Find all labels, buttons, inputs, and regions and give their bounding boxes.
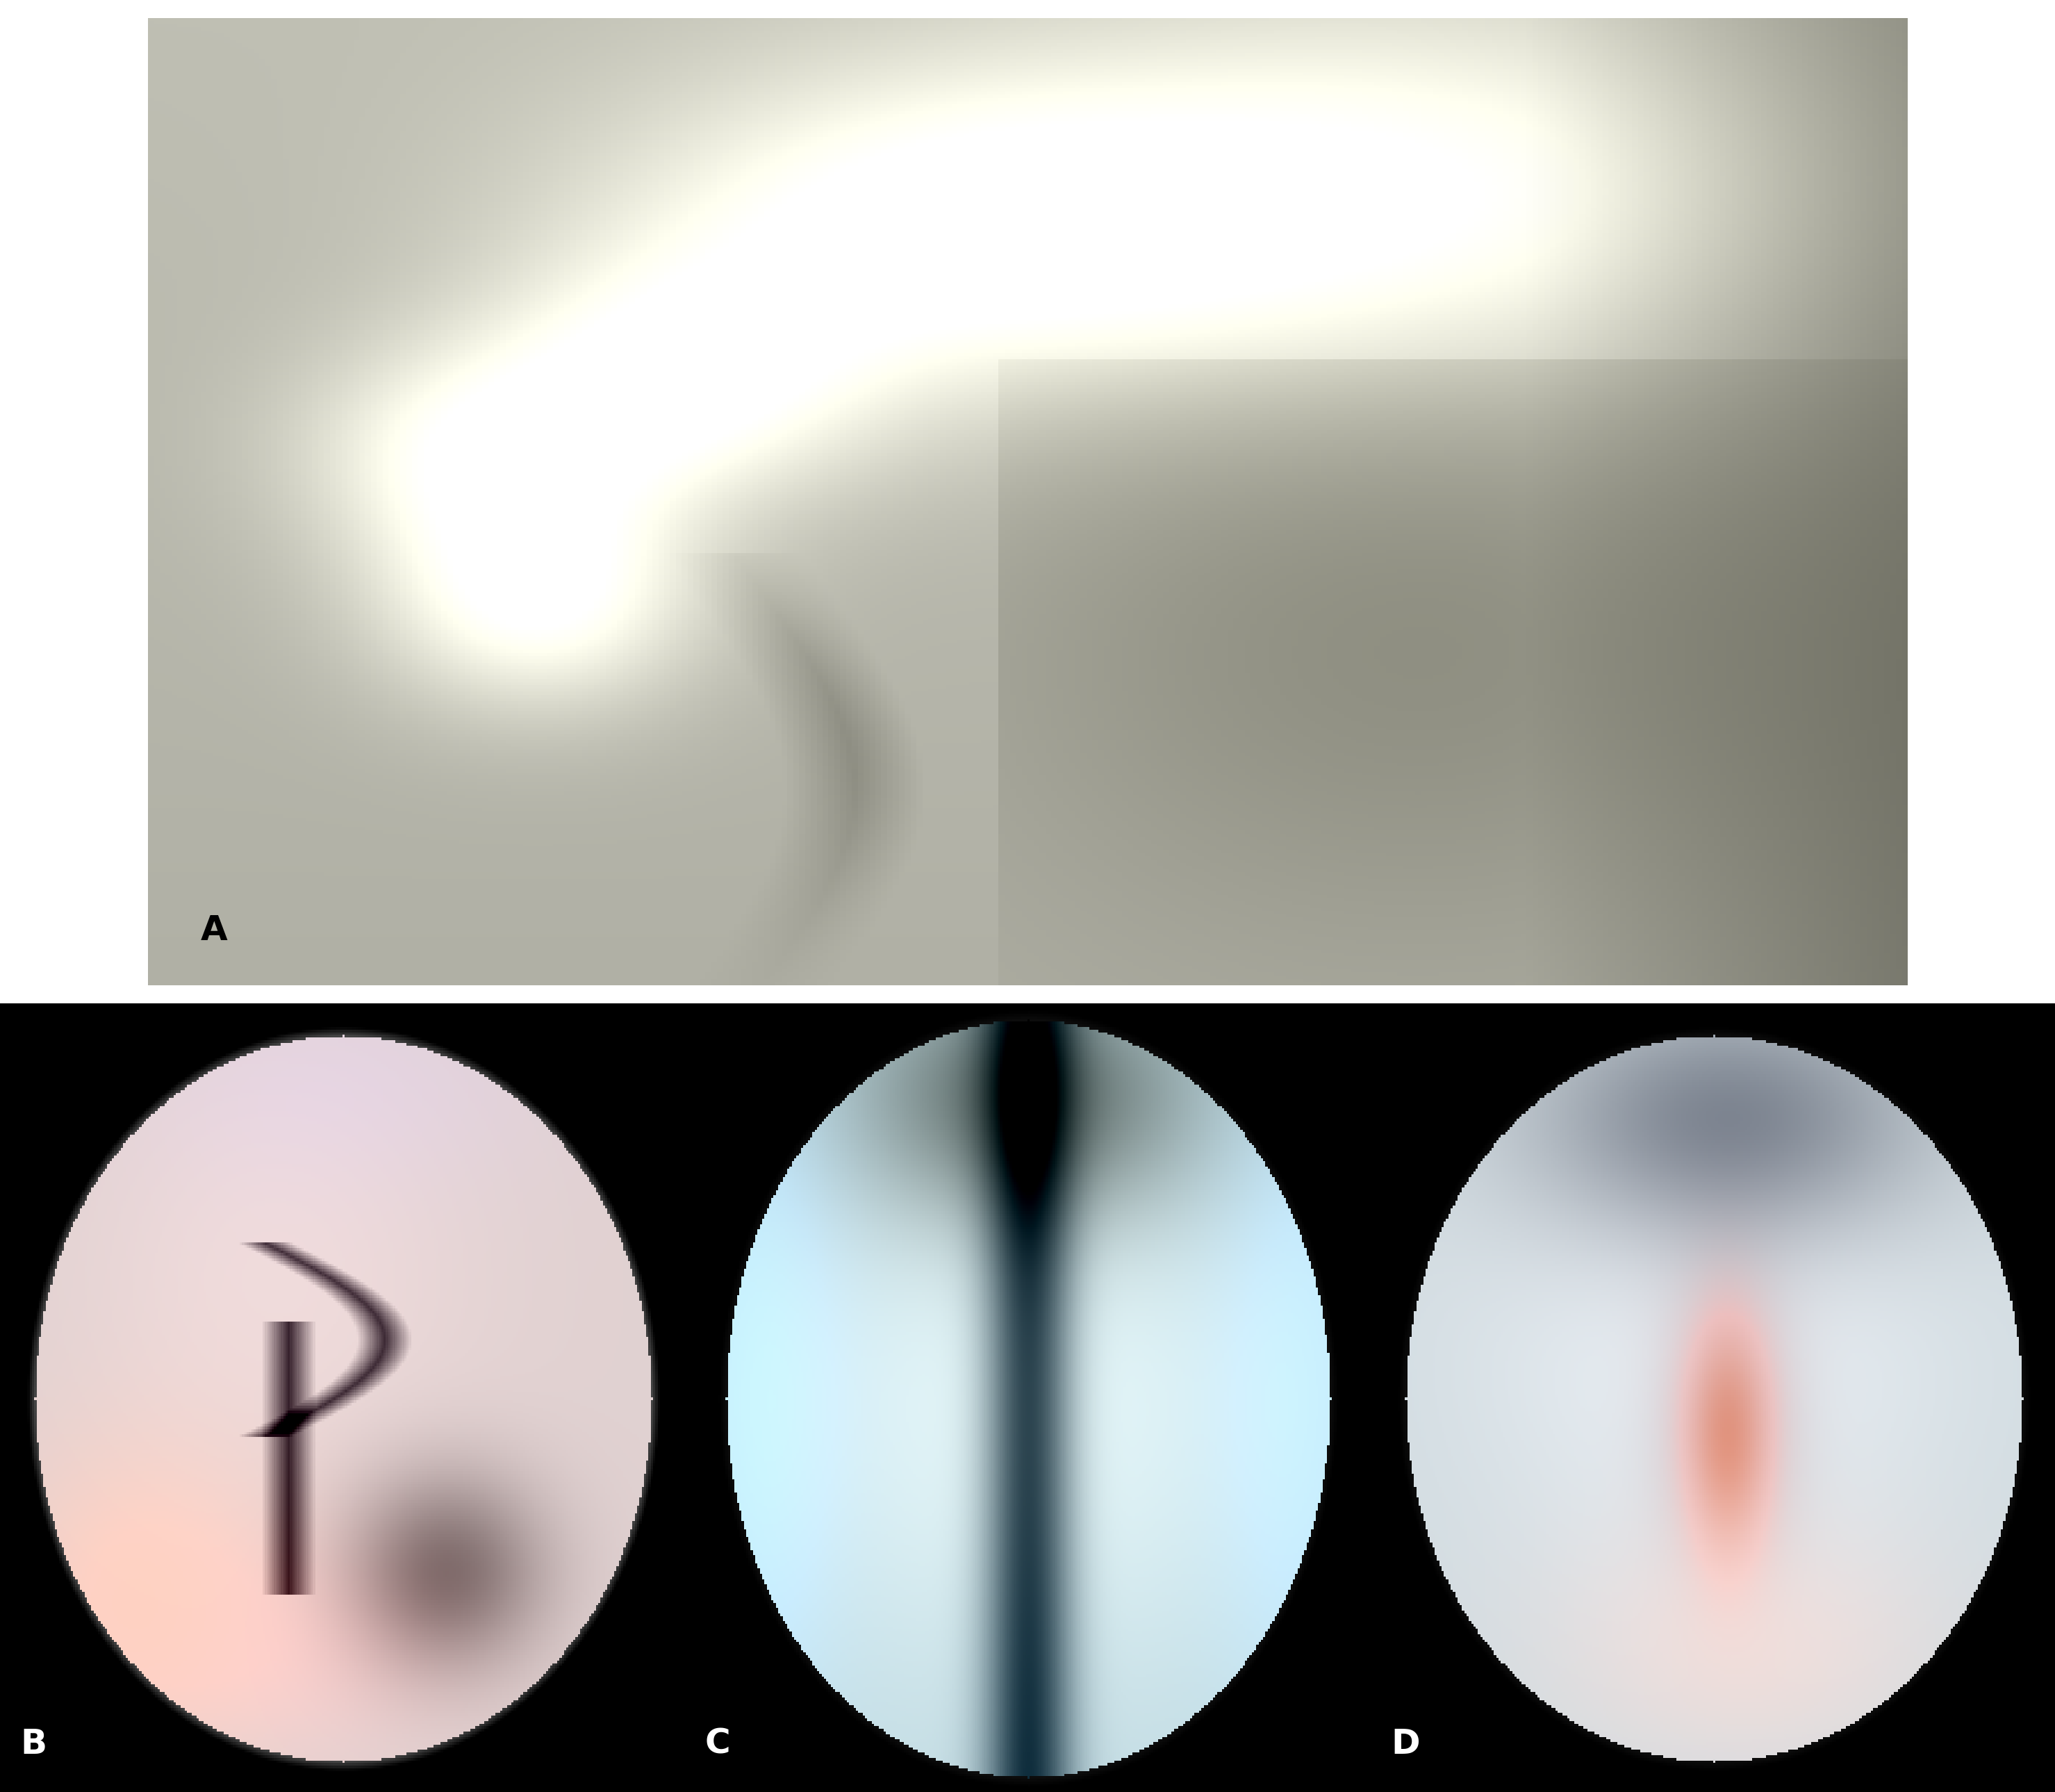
Text: D: D xyxy=(1391,1727,1420,1760)
Text: A: A xyxy=(201,914,228,946)
Text: B: B xyxy=(21,1727,47,1760)
Text: C: C xyxy=(705,1727,730,1760)
